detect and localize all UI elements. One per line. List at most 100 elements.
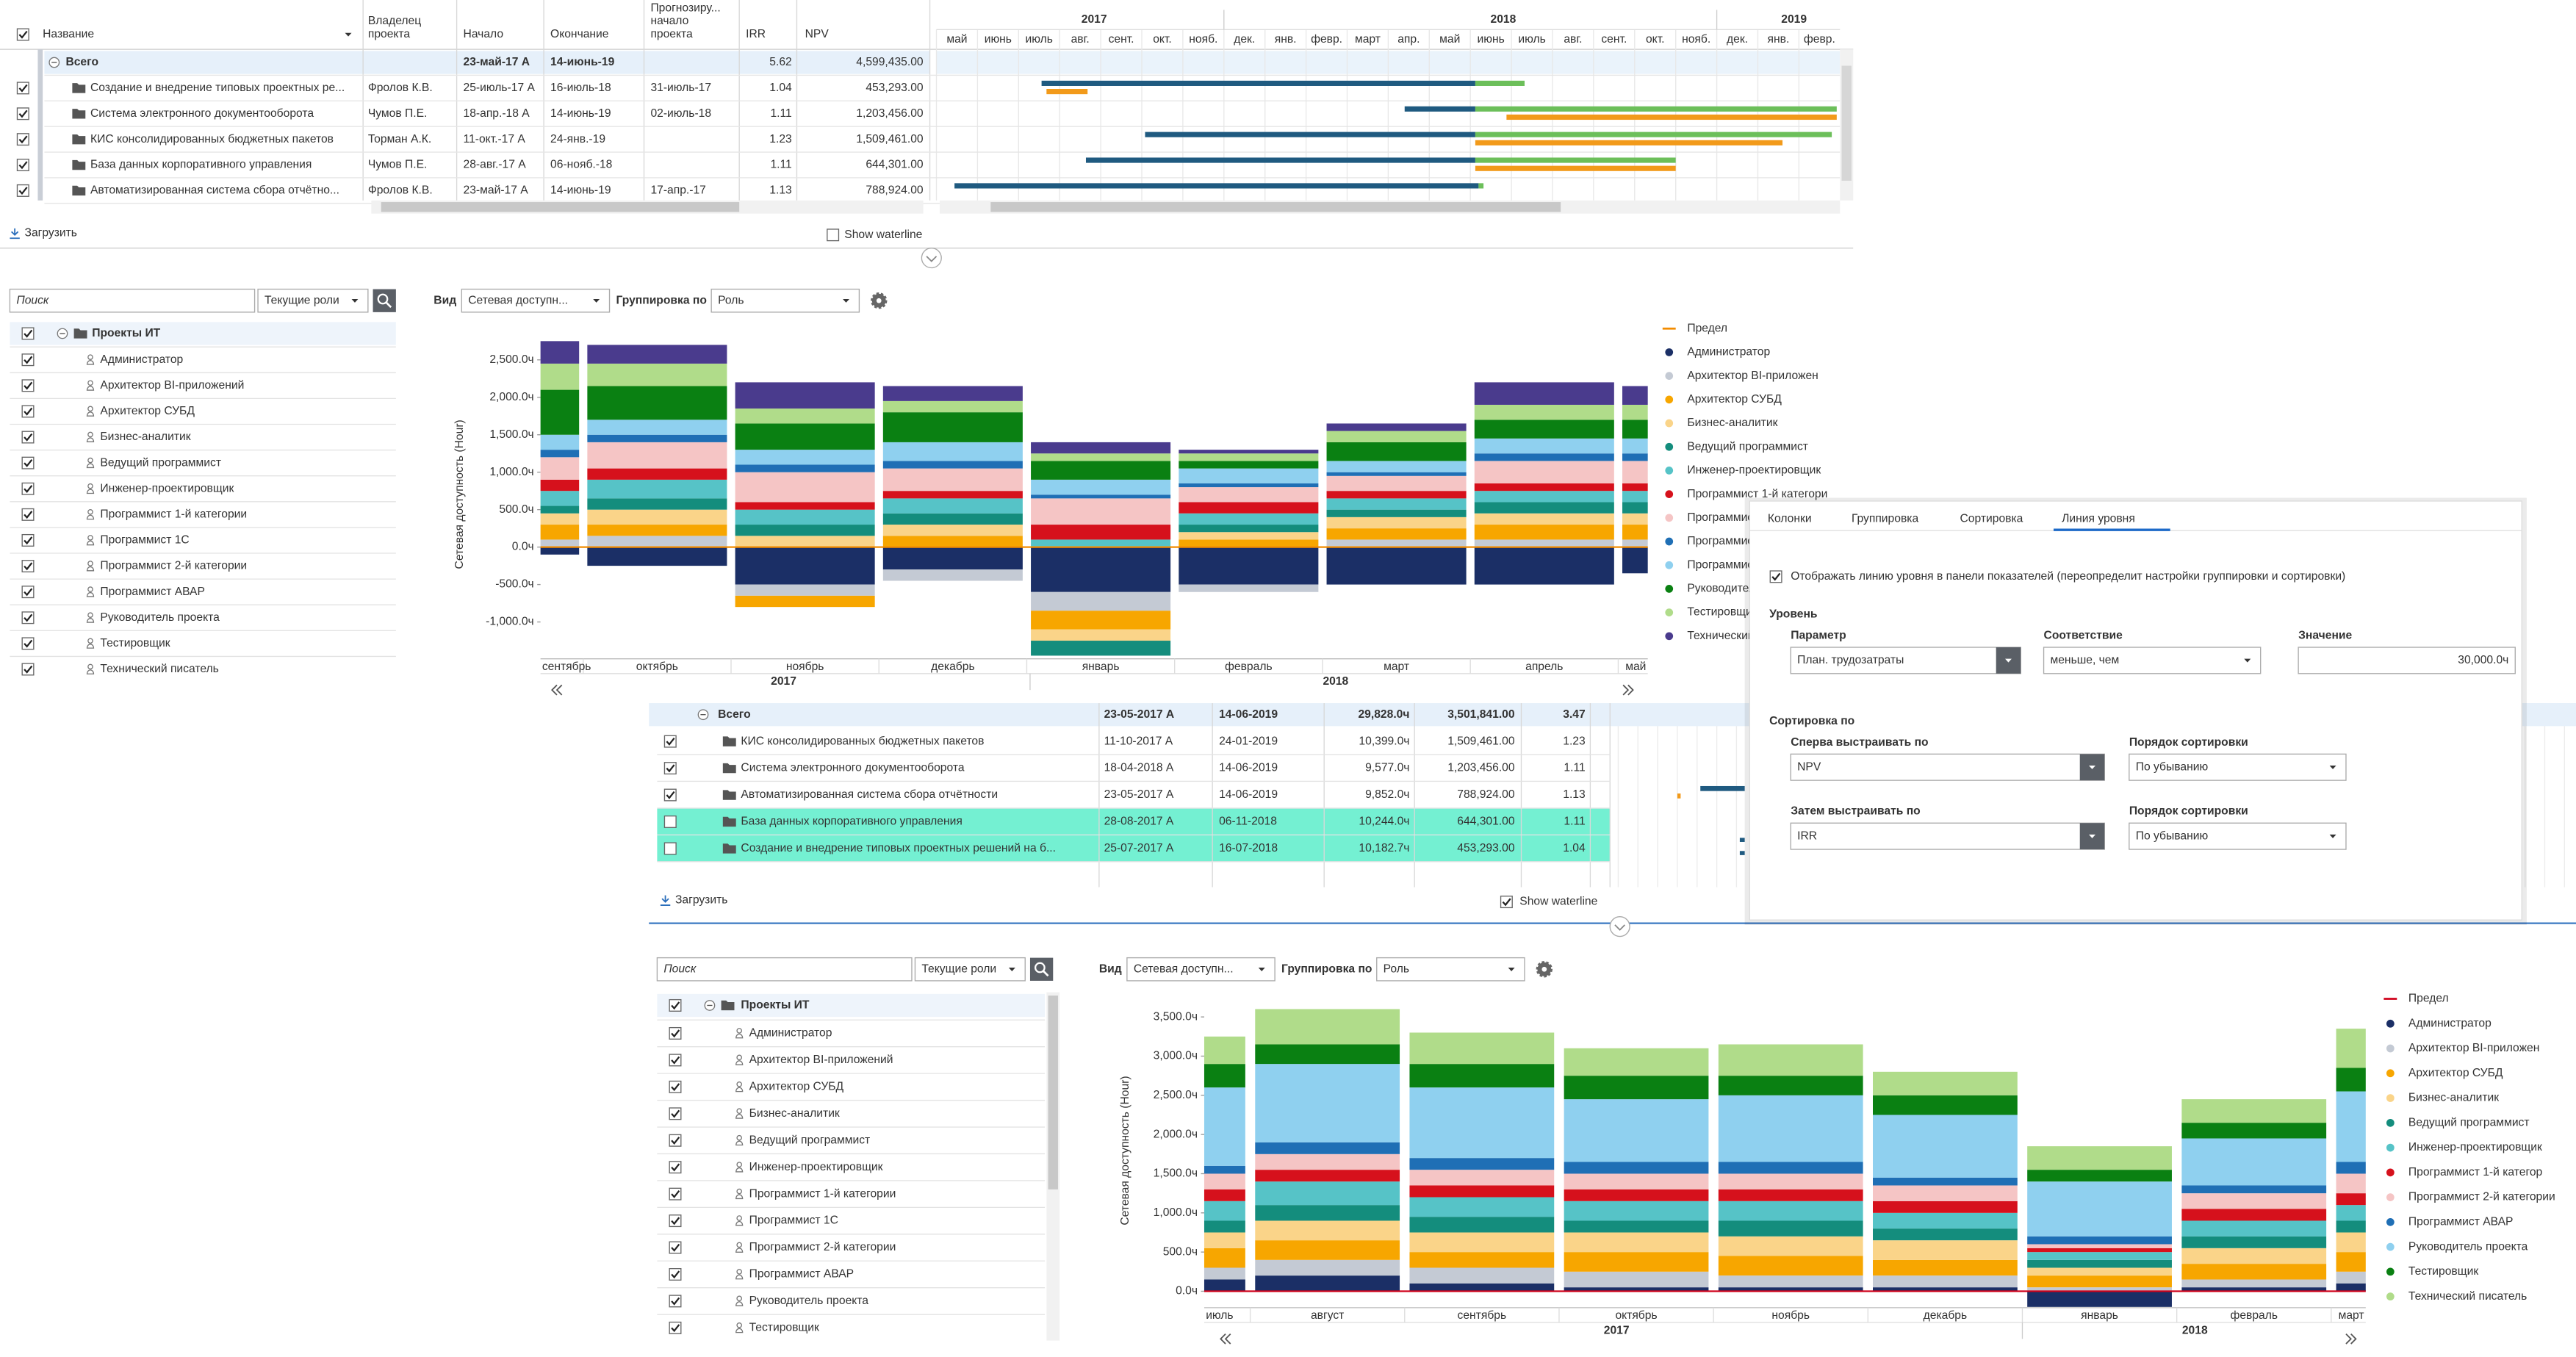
checkbox[interactable] <box>21 379 35 392</box>
checkbox[interactable] <box>21 431 35 444</box>
checkbox[interactable] <box>663 762 677 775</box>
dropdown[interactable]: IRR <box>1790 822 2105 850</box>
bar-segment <box>540 479 580 492</box>
checkbox[interactable] <box>21 611 35 624</box>
checkbox[interactable] <box>669 1187 682 1201</box>
checkbox[interactable] <box>16 184 29 197</box>
checkbox-box <box>21 560 35 573</box>
checkbox-box <box>669 1321 682 1334</box>
value-input[interactable] <box>2298 647 2516 674</box>
month-label: март <box>1355 33 1381 46</box>
checkbox[interactable] <box>16 133 29 146</box>
checkbox[interactable] <box>669 1241 682 1254</box>
dropdown-arrow <box>2089 834 2095 838</box>
checkbox[interactable] <box>669 1107 682 1120</box>
tab[interactable]: Сортировка <box>1960 513 2023 525</box>
checkbox[interactable] <box>663 842 677 855</box>
checkbox[interactable] <box>16 107 29 120</box>
dropdown[interactable]: Роль <box>710 288 860 313</box>
checkbox[interactable] <box>663 735 677 748</box>
checkbox[interactable] <box>16 28 29 41</box>
checkbox[interactable] <box>16 82 29 95</box>
table-cell: 453,293.00 <box>1457 842 1515 854</box>
table-cell: 1.11 <box>770 107 791 120</box>
dropdown[interactable]: Роль <box>1376 957 1525 982</box>
checkbox[interactable] <box>669 1080 682 1093</box>
checkbox[interactable] <box>21 327 35 340</box>
checkbox[interactable] <box>21 637 35 650</box>
bar-segment <box>1873 1177 2018 1186</box>
checkbox[interactable] <box>21 353 35 367</box>
tab[interactable]: Колонки <box>1768 513 1812 525</box>
table-cell: 14-06-2019 <box>1219 762 1278 774</box>
table-cell: 11-окт.-17 А <box>464 133 526 145</box>
checkbox[interactable] <box>16 159 29 172</box>
checkbox-check <box>18 84 28 93</box>
bar-segment <box>2181 1138 2327 1186</box>
tab[interactable]: Линия уровня <box>2062 513 2135 525</box>
checkbox[interactable] <box>21 482 35 495</box>
dropdown[interactable]: Сетевая доступн... <box>461 288 611 313</box>
checkbox[interactable] <box>21 560 35 573</box>
checkbox[interactable] <box>827 228 840 242</box>
checkbox[interactable] <box>669 1054 682 1067</box>
checkbox[interactable] <box>21 533 35 547</box>
checkbox[interactable] <box>1500 896 1513 909</box>
table-cell: 1.11 <box>1564 816 1585 828</box>
bar-segment <box>735 547 875 585</box>
checkbox[interactable] <box>663 815 677 828</box>
checkbox[interactable] <box>669 1267 682 1281</box>
checkbox[interactable] <box>669 1214 682 1228</box>
bar-segment <box>1031 479 1171 495</box>
search-button[interactable] <box>1029 957 1054 981</box>
checkbox[interactable] <box>21 405 35 418</box>
scroll-right[interactable] <box>1622 684 1634 696</box>
checkbox[interactable] <box>669 1026 682 1040</box>
load-link[interactable]: Загрузить <box>675 893 727 906</box>
search-button[interactable] <box>373 289 396 312</box>
dropdown-arrow <box>351 298 359 303</box>
scroll-left[interactable] <box>551 684 563 696</box>
dropdown[interactable]: NPV <box>1790 753 2105 781</box>
checkbox[interactable] <box>669 1295 682 1308</box>
checkbox[interactable] <box>669 998 682 1012</box>
bar-segment <box>1873 1185 2018 1201</box>
checkbox[interactable] <box>669 1134 682 1147</box>
checkbox[interactable] <box>21 663 35 676</box>
dropdown[interactable]: Текущие роли <box>257 288 369 313</box>
bar-segment <box>1409 1197 1555 1217</box>
bar-segment <box>587 363 727 386</box>
checkbox[interactable] <box>1769 570 1782 583</box>
tab[interactable]: Группировка <box>1852 513 1919 525</box>
dropdown[interactable]: По убыванию <box>2129 753 2347 781</box>
bar-segment <box>2336 1091 2366 1162</box>
dropdown[interactable]: План. трудозатраты <box>1790 647 2021 674</box>
checkbox[interactable] <box>21 456 35 469</box>
scroll-left[interactable] <box>1220 1333 1231 1345</box>
load-link[interactable]: Загрузить <box>25 227 77 240</box>
dropdown[interactable]: Текущие роли <box>914 957 1026 982</box>
bar-segment <box>2027 1244 2172 1248</box>
checkbox[interactable] <box>21 586 35 599</box>
dropdown[interactable]: Сетевая доступн... <box>1126 957 1276 982</box>
month-label: нояб. <box>1189 33 1217 46</box>
dropdown[interactable]: меньше, чем <box>2043 647 2262 674</box>
table-cell: 9,577.0ч <box>1365 762 1409 774</box>
table-cell: 23-05-2017 А <box>1104 788 1174 801</box>
person-icon <box>86 386 95 391</box>
collapse-toggle[interactable] <box>921 248 942 269</box>
scroll-right[interactable] <box>2345 1333 2357 1345</box>
dropdown[interactable]: По убыванию <box>2129 822 2347 850</box>
bar-segment <box>587 420 727 435</box>
checkbox-check <box>18 187 28 195</box>
checkbox[interactable] <box>669 1161 682 1174</box>
checkbox[interactable] <box>21 508 35 521</box>
table-cell: 10,244.0ч <box>1359 816 1409 828</box>
bar-segment <box>540 513 580 525</box>
checkbox[interactable] <box>663 788 677 802</box>
legend-label: Администратор <box>1687 346 1770 359</box>
legend-label: Инженер-проектировщик <box>2408 1141 2542 1153</box>
collapse-toggle[interactable] <box>1609 916 1630 937</box>
person-icon <box>735 1114 744 1119</box>
checkbox[interactable] <box>669 1321 682 1334</box>
